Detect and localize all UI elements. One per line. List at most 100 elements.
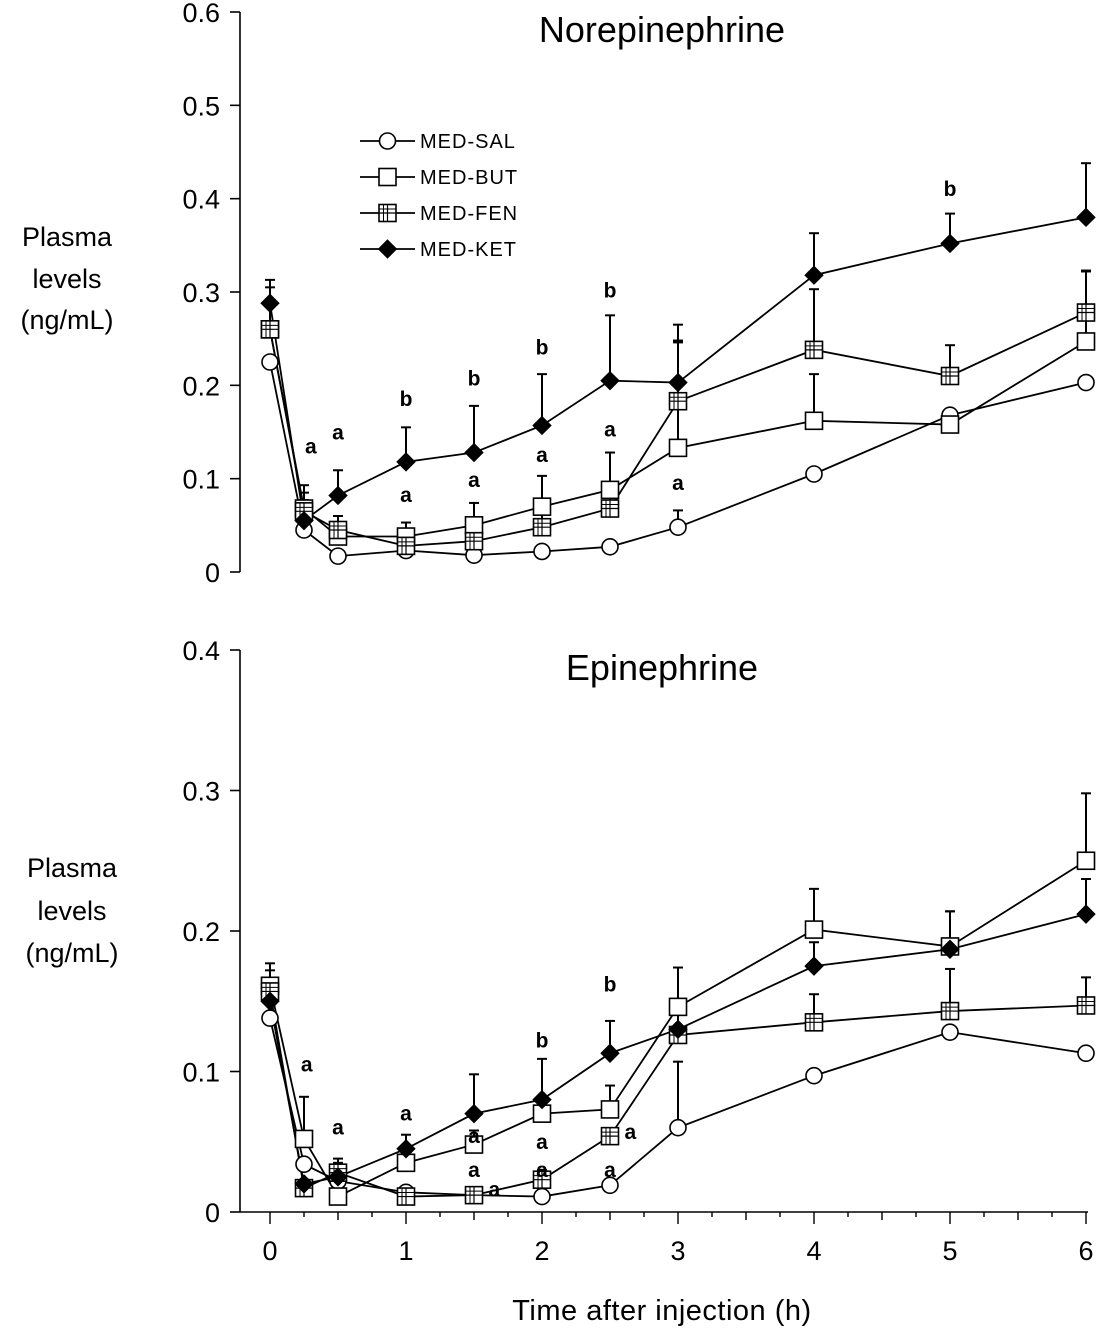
data-point	[1076, 207, 1096, 228]
data-point	[1077, 373, 1095, 392]
data-point	[600, 480, 620, 500]
data-point	[532, 1089, 552, 1110]
data-point	[294, 1129, 314, 1149]
data-point	[261, 1009, 279, 1027]
significance-annotation: b	[604, 280, 617, 303]
data-point	[328, 485, 348, 506]
data-point	[533, 1187, 551, 1206]
significance-annotation: a	[468, 1125, 480, 1148]
x-tick-label: 4	[806, 1236, 821, 1266]
significance-annotation: a	[536, 1131, 548, 1154]
x-axis-label: Time after injection (h)	[512, 1295, 811, 1327]
y-tick-label: 0	[205, 1198, 220, 1228]
legend: MED-SAL MED-BUT MED-FEN MED-KET	[360, 131, 518, 261]
significance-annotation: a	[536, 1159, 548, 1182]
y-tick-label: 0.2	[182, 371, 220, 401]
significance-annotation: a	[332, 1117, 344, 1140]
y-tick-label: 0.1	[182, 1058, 220, 1088]
significance-annotation: b	[536, 1030, 549, 1053]
data-point	[668, 1019, 688, 1040]
legend-marker	[377, 239, 398, 259]
data-point	[532, 517, 552, 537]
significance-annotation: a	[400, 1103, 412, 1126]
data-point	[804, 920, 824, 939]
data-point	[464, 442, 484, 463]
data-point	[601, 537, 619, 556]
chart-title: Epinephrine	[566, 647, 758, 688]
x-tick-label: 3	[670, 1236, 685, 1266]
data-point	[804, 411, 824, 431]
y-tick-label: 0.1	[182, 465, 220, 495]
significance-annotation: a	[468, 469, 480, 492]
x-tick-label: 2	[534, 1236, 549, 1266]
data-point	[396, 536, 416, 556]
data-point	[600, 1043, 620, 1063]
significance-annotation: a	[305, 435, 317, 458]
panel-epinephrine: 0 1 2 3 4 5 6 Time after injection (h) 0 0.1 0.2 0.…	[25, 636, 1096, 1327]
data-point	[464, 1185, 484, 1205]
significance-annotation: a	[672, 472, 684, 495]
data-point	[328, 1187, 348, 1206]
legend-label: MED-SAL	[420, 131, 516, 153]
data-point	[668, 438, 688, 458]
data-point	[464, 531, 484, 551]
data-point	[940, 939, 960, 959]
data-point	[805, 1066, 823, 1085]
y-tick-label: 0.6	[182, 0, 220, 28]
y-axis-label: Plasma	[22, 222, 113, 252]
significance-annotation: b	[536, 337, 549, 360]
data-point	[295, 1155, 313, 1174]
legend-label: MED-BUT	[420, 167, 518, 189]
significance-annotation: a	[536, 444, 548, 467]
data-point	[804, 340, 824, 360]
significance-annotation: a	[604, 419, 616, 442]
significance-annotation: a	[489, 1179, 501, 1202]
data-point	[600, 370, 620, 391]
data-point	[1077, 1044, 1095, 1063]
data-point	[294, 1174, 314, 1194]
markers-med-sal	[261, 1009, 1095, 1206]
data-point	[668, 391, 688, 411]
y-tick-label: 0.4	[182, 185, 220, 215]
data-point	[260, 991, 280, 1011]
x-tick-label: 6	[1078, 1236, 1093, 1266]
legend-marker	[378, 203, 397, 223]
data-point	[1076, 332, 1096, 351]
y-tick-label: 0.5	[182, 91, 220, 121]
data-point	[669, 1118, 687, 1137]
data-point	[1076, 904, 1096, 924]
significance-annotation: b	[400, 388, 413, 411]
x-tick-label: 5	[942, 1236, 957, 1266]
significance-annotation: b	[944, 178, 957, 201]
x-tick-label: 1	[398, 1236, 413, 1266]
data-point	[601, 1176, 619, 1195]
data-point	[668, 372, 688, 393]
y-axis-label: Plasma	[27, 853, 118, 883]
data-point	[328, 520, 348, 540]
data-point	[600, 1126, 620, 1146]
data-point	[261, 353, 279, 371]
data-point	[600, 1100, 620, 1119]
data-point	[533, 542, 551, 561]
legend-label: MED-KET	[420, 239, 517, 261]
significance-annotation: a	[604, 1159, 616, 1182]
data-point	[532, 497, 552, 516]
data-point	[260, 320, 280, 339]
data-point	[260, 293, 280, 313]
significance-annotation: b	[468, 367, 481, 390]
data-point	[668, 997, 688, 1017]
significance-annotation: a	[400, 484, 412, 507]
data-point	[294, 510, 314, 531]
y-axis-label: levels	[37, 896, 106, 926]
significance-annotation: a	[625, 1121, 637, 1144]
series-line	[269, 913, 1087, 1185]
data-point	[940, 366, 960, 386]
significance-annotation: b	[604, 973, 617, 996]
data-point	[464, 1135, 484, 1154]
data-point	[532, 415, 552, 436]
data-point	[532, 1170, 552, 1189]
data-point	[669, 518, 687, 537]
y-tick-label: 0.2	[182, 917, 220, 947]
data-point	[1076, 996, 1096, 1015]
